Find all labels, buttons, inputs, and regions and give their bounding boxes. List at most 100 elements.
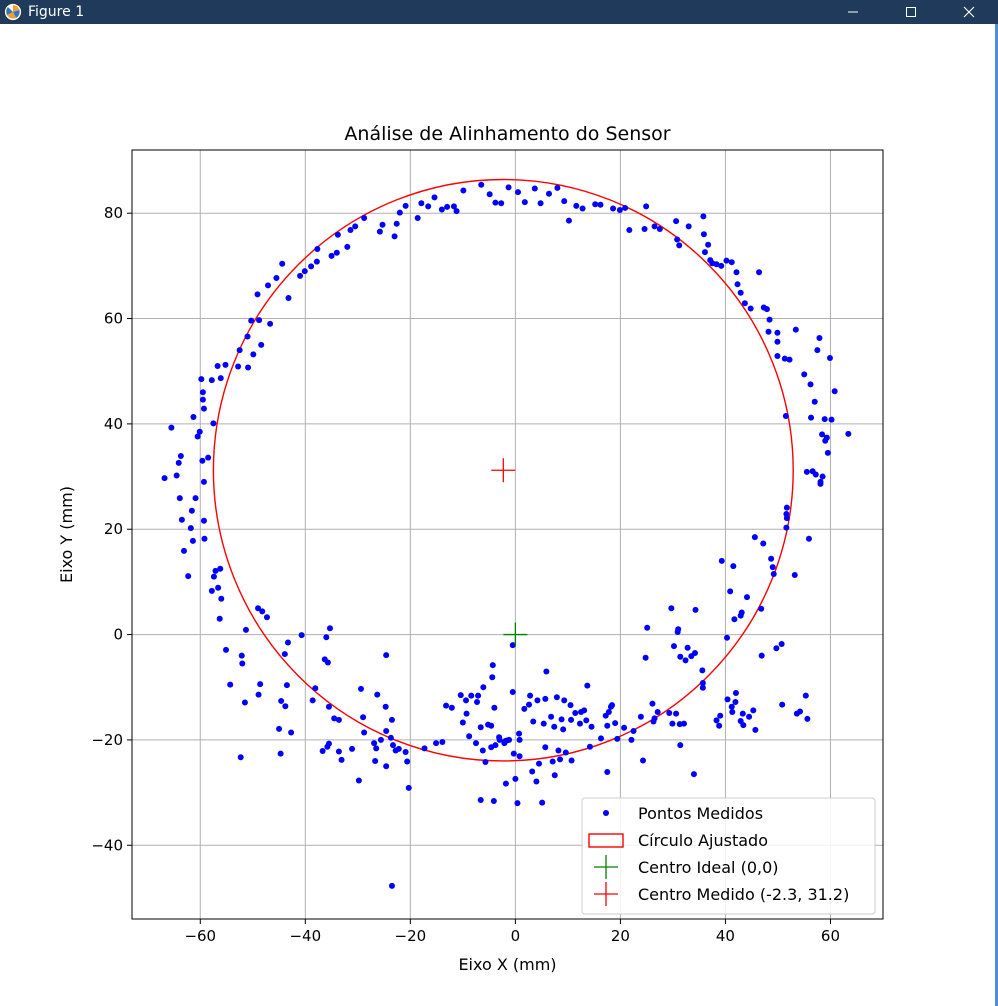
data-point: [568, 757, 575, 764]
data-point: [314, 246, 321, 253]
data-point: [175, 459, 182, 466]
data-point: [758, 605, 765, 612]
data-point: [674, 236, 681, 243]
data-point: [651, 715, 658, 722]
data-point: [782, 412, 789, 419]
data-point: [656, 226, 663, 233]
measured-center-marker: [491, 458, 516, 483]
data-point: [395, 745, 402, 752]
data-point: [379, 221, 386, 228]
data-point: [597, 735, 604, 742]
data-point: [347, 227, 354, 234]
data-point: [516, 753, 523, 760]
data-point: [324, 659, 331, 666]
data-point: [543, 668, 550, 675]
data-point: [747, 305, 754, 312]
data-point: [670, 643, 677, 650]
data-point: [581, 707, 588, 714]
data-point: [176, 495, 183, 502]
data-point: [281, 651, 288, 658]
data-point: [769, 564, 776, 571]
data-point: [642, 654, 649, 661]
data-point: [770, 571, 777, 578]
data-point: [545, 190, 552, 197]
data-point: [472, 740, 479, 747]
data-point: [361, 729, 368, 736]
data-point: [352, 223, 359, 230]
data-point: [185, 573, 192, 580]
close-button[interactable]: [940, 0, 998, 24]
chart-title: Análise de Alinhamento do Sensor: [344, 123, 670, 145]
data-point: [279, 260, 286, 267]
axes-frame: [131, 149, 884, 920]
data-point: [298, 632, 305, 639]
legend-plus-icon: [594, 882, 618, 906]
data-point: [555, 747, 562, 754]
data-point: [372, 757, 379, 764]
data-point: [718, 557, 725, 564]
data-point: [444, 203, 451, 210]
x-tick-label: 40: [716, 927, 735, 945]
data-point: [677, 742, 684, 749]
data-point: [774, 352, 781, 359]
data-point: [239, 660, 246, 667]
data-point: [527, 692, 534, 699]
data-point: [217, 565, 224, 572]
data-point: [382, 703, 389, 710]
data-point: [783, 524, 790, 531]
data-point: [529, 768, 536, 775]
data-point: [760, 540, 767, 547]
data-point: [807, 381, 814, 388]
data-point: [751, 534, 758, 541]
data-point: [344, 243, 351, 250]
data-point: [700, 231, 707, 238]
data-point: [549, 758, 556, 765]
data-point: [592, 201, 599, 208]
data-point: [826, 355, 833, 362]
data-point: [390, 742, 397, 749]
data-point: [377, 736, 384, 743]
data-point: [778, 641, 785, 648]
data-point: [728, 703, 735, 710]
data-point: [560, 726, 567, 733]
data-point: [257, 681, 264, 688]
data-point: [273, 274, 280, 281]
data-point: [189, 537, 196, 544]
data-point: [765, 328, 772, 335]
data-point: [768, 555, 775, 562]
y-tick-label: −40: [91, 836, 123, 854]
data-point: [210, 420, 217, 427]
data-point: [572, 710, 579, 717]
data-point: [250, 351, 257, 358]
data-point: [265, 282, 272, 289]
data-point: [374, 691, 381, 698]
data-point: [791, 572, 798, 579]
data-point: [774, 338, 781, 345]
data-point: [675, 626, 682, 633]
data-point: [254, 291, 261, 298]
minimize-button[interactable]: [824, 0, 882, 24]
data-point: [526, 701, 533, 708]
data-point: [781, 355, 788, 362]
data-point: [479, 747, 486, 754]
data-point: [212, 567, 219, 574]
data-point: [673, 218, 680, 225]
data-point: [325, 703, 332, 710]
data-point: [201, 535, 208, 542]
data-point: [551, 772, 558, 779]
y-tick-label: −20: [91, 731, 123, 749]
window-title: Figure 1: [28, 4, 85, 20]
data-point: [783, 504, 790, 511]
data-point: [288, 729, 295, 736]
legend-label: Círculo Ajustado: [638, 831, 768, 850]
data-point: [460, 187, 467, 194]
data-point: [727, 588, 734, 595]
data-point: [490, 798, 497, 805]
data-point: [738, 609, 745, 616]
data-point: [610, 205, 617, 212]
data-point: [763, 306, 770, 313]
data-point: [801, 371, 808, 378]
data-point: [258, 341, 265, 348]
data-point: [622, 204, 629, 211]
maximize-button[interactable]: [882, 0, 940, 24]
